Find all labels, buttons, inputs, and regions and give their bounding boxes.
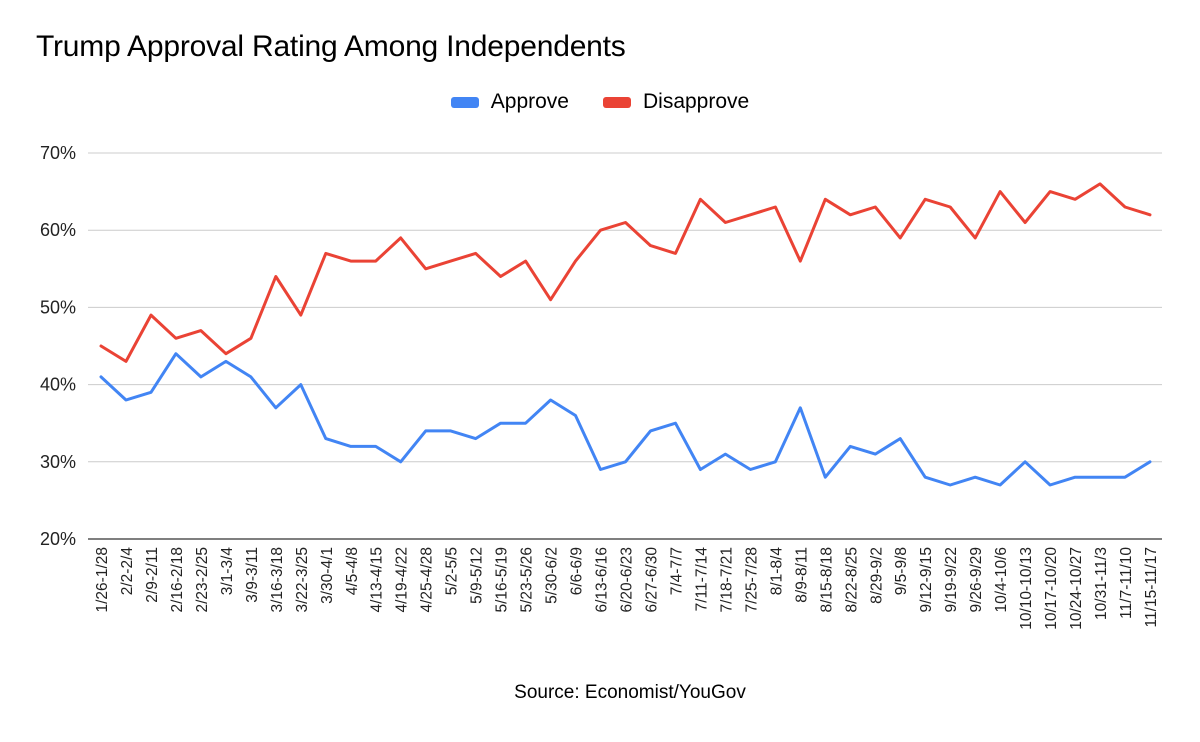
series-line-disapprove[interactable]: [99, 182, 1152, 363]
y-tick-label: 50%: [40, 297, 76, 317]
x-tick-label: 2/23-2/25: [194, 547, 211, 613]
x-tick-label: 6/13-6/16: [594, 547, 611, 613]
x-tick-label: 10/24-10/27: [1068, 547, 1085, 630]
legend-swatch-approve: [450, 96, 479, 108]
legend-swatch-disapprove: [602, 96, 631, 108]
legend-item-disapprove[interactable]: Disapprove: [602, 90, 750, 114]
x-tick-label: 8/29-9/2: [868, 547, 885, 604]
legend: Approve Disapprove: [0, 90, 1200, 114]
x-tick-label: 8/22-8/25: [843, 547, 860, 613]
chart-title: Trump Approval Rating Among Independents: [36, 30, 626, 63]
x-tick-label: 2/2-2/4: [119, 547, 136, 596]
x-tick-label: 3/22-3/25: [294, 547, 311, 613]
x-tick-label: 9/5-9/8: [893, 547, 910, 595]
x-tick-label: 10/31-11/3: [1093, 547, 1110, 620]
x-tick-label: 5/16-5/19: [494, 547, 511, 613]
x-tick-label: 10/17-10/20: [1043, 547, 1060, 630]
x-tick-label: 4/5-4/8: [344, 547, 361, 595]
x-tick-label: 3/30-4/1: [319, 547, 336, 604]
x-tick-label: 9/12-9/15: [918, 547, 935, 613]
legend-item-approve[interactable]: Approve: [450, 90, 569, 114]
x-tick-label: 5/2-5/5: [444, 547, 461, 595]
x-tick-label: 7/18-7/21: [718, 547, 735, 613]
y-tick-label: 60%: [40, 220, 76, 240]
x-tick-label: 3/9-3/11: [244, 547, 261, 603]
x-tick-label: 10/10-10/13: [1018, 547, 1035, 630]
x-tick-label: 4/25-4/28: [419, 547, 436, 613]
x-tick-label: 11/15-11/17: [1143, 547, 1160, 627]
x-tick-label: 5/23-5/26: [519, 547, 536, 613]
x-tick-label: 8/15-8/18: [818, 547, 835, 613]
x-tick-label: 9/19-9/22: [943, 547, 960, 613]
x-tick-label: 8/1-8/4: [768, 547, 785, 596]
x-tick-label: 7/25-7/28: [743, 547, 760, 613]
x-tick-label: 6/6-6/9: [569, 547, 586, 595]
x-tick-label: 3/16-3/18: [269, 547, 286, 613]
gridlines: [88, 152, 1162, 540]
y-tick-label: 70%: [40, 143, 76, 163]
series-lines: [99, 182, 1152, 487]
x-tick-label: 10/4-10/6: [993, 547, 1010, 613]
x-tick-label: 4/19-4/22: [394, 547, 411, 613]
x-tick-label: 8/9-8/11: [793, 547, 810, 603]
x-tick-label: 5/9-5/12: [469, 547, 486, 604]
x-tick-label: 5/30-6/2: [544, 547, 561, 604]
x-tick-label: 2/16-2/18: [169, 547, 186, 613]
series-line-approve[interactable]: [99, 352, 1152, 487]
x-tick-label: 4/13-4/15: [369, 547, 386, 613]
x-tick-label: 1/26-1/28: [94, 547, 111, 613]
y-axis-ticks: 20% 30% 40% 50% 60% 70%: [40, 143, 76, 549]
legend-label-approve: Approve: [490, 90, 569, 113]
x-tick-label: 9/26-9/29: [968, 547, 985, 613]
x-tick-label: 2/9-2/11: [144, 547, 161, 603]
x-tick-label: 7/11-7/14: [693, 547, 710, 612]
x-tick-label: 3/1-3/4: [219, 547, 236, 596]
x-axis-ticks: 1/26-1/28 2/2-2/4 2/9-2/11 2/16-2/18 2/23-2/…: [94, 547, 1160, 630]
legend-label-disapprove: Disapprove: [642, 90, 750, 113]
y-tick-label: 30%: [40, 452, 76, 472]
source-note: Source: Economist/YouGov: [514, 682, 746, 703]
x-tick-label: 6/27-6/30: [643, 547, 660, 613]
x-tick-label: 7/4-7/7: [668, 547, 685, 595]
x-tick-label: 11/7-11/10: [1118, 547, 1135, 619]
y-tick-label: 20%: [40, 529, 76, 549]
x-tick-label: 6/20-6/23: [619, 547, 636, 613]
y-tick-label: 40%: [40, 375, 76, 395]
